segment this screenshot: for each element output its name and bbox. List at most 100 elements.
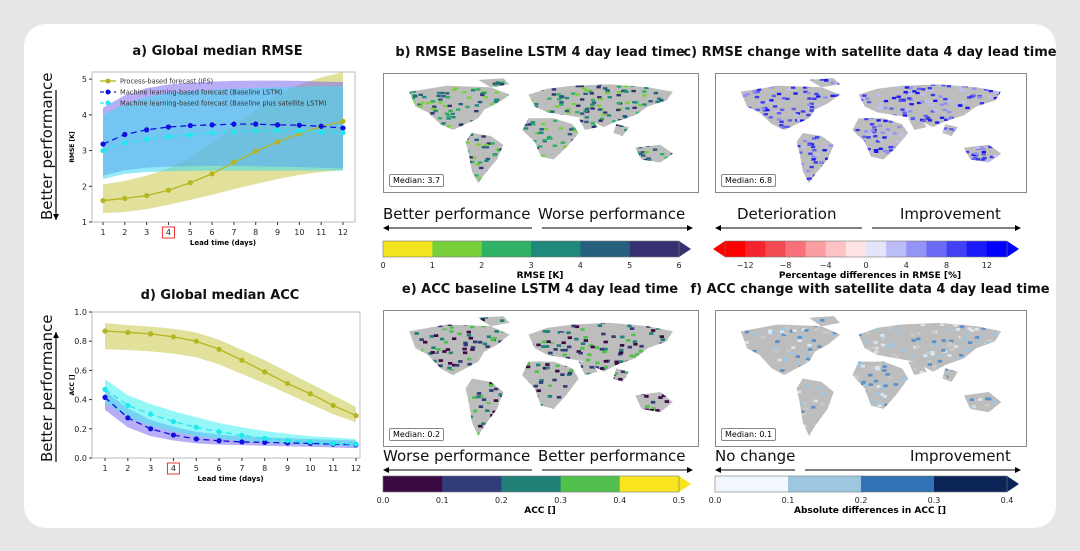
colorbar-segment (442, 476, 502, 492)
colorbar-label: Percentage differences in RMSE [%] (778, 271, 962, 281)
colorbar-tick-label: 0.3 (927, 496, 941, 505)
world-map (383, 73, 699, 193)
colorbar-tick-label: 12 (981, 261, 992, 270)
series-line (104, 330, 357, 417)
legend-entry: Machine learning-based forecast (Baselin… (120, 100, 327, 108)
land-mass (465, 133, 504, 184)
data-point (209, 122, 215, 128)
data-point (100, 147, 106, 154)
data-point (239, 357, 245, 363)
arrow-right-icon (687, 225, 693, 231)
data-point (122, 131, 128, 138)
data-point (318, 123, 324, 129)
colorbar-tick-label: −8 (779, 261, 792, 270)
direction-arrows (715, 467, 1021, 473)
land-mass (613, 124, 629, 136)
data-point (284, 380, 291, 387)
x-tick-label: 8 (253, 228, 258, 237)
colorbar-frame (714, 475, 1008, 493)
colorbar (714, 475, 1019, 493)
colorbar-tick-label: 0.0 (708, 496, 722, 505)
series-line (102, 120, 344, 202)
colorbar-tick-label: 1 (429, 261, 435, 270)
x-tick-label: 12 (338, 228, 348, 237)
colorbar-segment (966, 241, 988, 257)
arrow-head-icon (53, 332, 59, 338)
data-point (209, 171, 215, 177)
data-point (144, 136, 150, 142)
legend-marker (105, 100, 111, 106)
colorbar-tick-label: 8 (944, 261, 950, 270)
colorbar-tick-label: 0.4 (1000, 496, 1014, 505)
x-tick-label: 7 (231, 228, 236, 237)
x-tick-label: 8 (262, 464, 267, 473)
y-tick-label: 2 (82, 182, 87, 191)
direction-arrows (383, 225, 693, 231)
map-title: c) RMSE change with satellite data 4 day… (683, 45, 1057, 60)
arrow-left-icon (383, 225, 389, 231)
data-point (144, 192, 150, 199)
data-point (193, 424, 199, 430)
uncertainty-band (105, 379, 356, 447)
map-title: f) ACC change with satellite data 4 day … (690, 282, 1050, 297)
y-axis-label: RMSE [K] (69, 131, 76, 162)
direction-right-label: Improvement (900, 205, 1001, 223)
colorbar (382, 475, 691, 493)
colorbar-extend-right (679, 476, 691, 492)
highlight-box (161, 226, 175, 239)
colorbar-segment (845, 241, 867, 257)
map-title: e) ACC baseline LSTM 4 day lead time (401, 282, 679, 297)
series-line (104, 388, 357, 445)
world-map (715, 310, 1027, 447)
colorbar-tick-label: 0.1 (435, 496, 449, 505)
data-point (193, 436, 199, 442)
x-tick-label: 9 (275, 228, 280, 237)
direction-right-label: Better performance (538, 447, 686, 465)
series-line (104, 396, 357, 446)
x-tick-label: 7 (239, 464, 244, 473)
x-tick-label: 2 (125, 464, 130, 473)
y-axis-label: ACC [] (69, 374, 76, 395)
land-mass (852, 118, 909, 160)
data-point (216, 346, 222, 352)
direction-right-label: Worse performance (538, 205, 686, 223)
map-title: b) RMSE Baseline LSTM 4 day lead time (395, 45, 685, 60)
colorbar-segment (383, 476, 443, 492)
colorbar-segment (986, 241, 1008, 257)
land-mass (465, 378, 504, 436)
x-tick-label: 11 (328, 464, 338, 473)
colorbar-segment (481, 241, 532, 257)
series-line (102, 129, 344, 152)
y-tick-label: 1.0 (74, 308, 87, 317)
data-point (307, 391, 313, 397)
colorbar (713, 240, 1019, 258)
data-point (165, 134, 172, 140)
colorbar-segment (580, 241, 631, 257)
data-point (262, 369, 268, 375)
colorbar-frame (382, 475, 680, 493)
data-point (274, 127, 281, 134)
colorbar-segment (934, 476, 1008, 492)
data-point (231, 129, 237, 135)
data-point (340, 125, 346, 131)
uncertainty-band (105, 322, 356, 423)
x-tick-label: 1 (100, 228, 105, 237)
colorbar-tick-label: 4 (577, 261, 583, 270)
data-point (284, 437, 291, 444)
data-point (318, 129, 324, 135)
data-point (340, 130, 346, 136)
arrow-head-icon (53, 214, 59, 220)
colorbar-extend-right (1007, 241, 1019, 257)
colorbar-tick-label: −12 (736, 261, 754, 270)
data-point (274, 139, 281, 145)
colorbar-label: ACC [] (524, 506, 556, 516)
colorbar-frame (382, 240, 680, 258)
world-map (715, 73, 1027, 193)
data-point (231, 159, 237, 165)
colorbar-tick-label: 6 (676, 261, 682, 270)
colorbar-label: RMSE [K] (516, 271, 564, 281)
colorbar-segment (745, 241, 766, 257)
x-tick-label: 10 (294, 228, 304, 237)
data-point (239, 439, 245, 445)
